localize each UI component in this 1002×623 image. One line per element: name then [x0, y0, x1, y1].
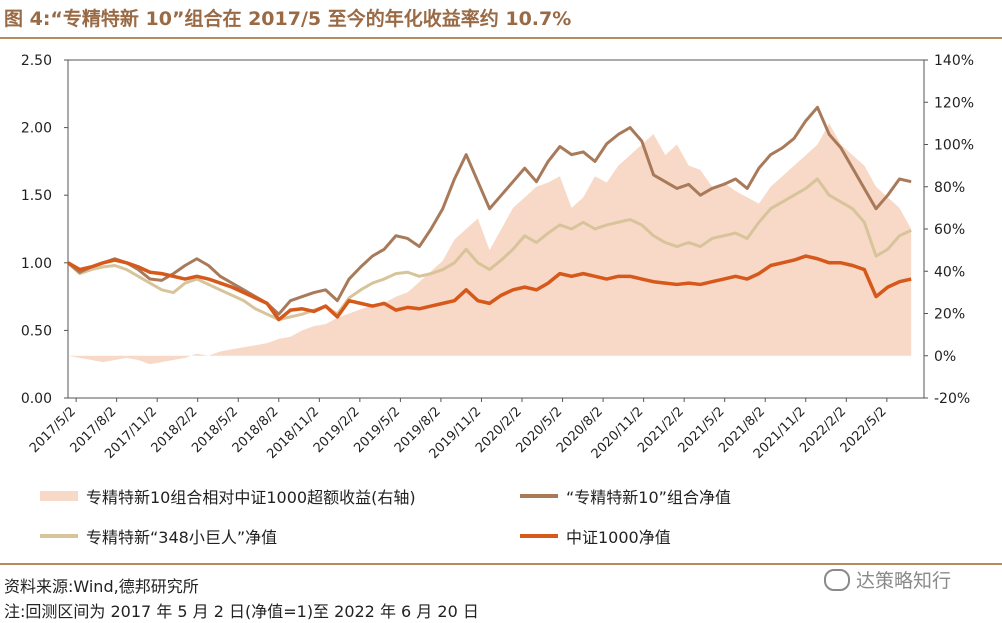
left-tick-label: 2.50	[21, 53, 52, 69]
left-tick-label: 0.00	[21, 391, 52, 407]
right-tick-label: -20%	[934, 391, 970, 407]
legend-swatch-excess	[40, 491, 78, 501]
legend-swatch-top10	[520, 494, 558, 498]
legend-label-348: 专精特新“348小巨人”净值	[86, 528, 278, 547]
right-tick-label: 0%	[934, 349, 956, 365]
legend-item-top10: “专精特新10”组合净值	[520, 484, 731, 508]
right-tick-label: 80%	[934, 180, 965, 196]
series-excess-area	[68, 123, 912, 365]
legend-label-csi1000: 中证1000净值	[566, 528, 671, 547]
series-top10-line	[67, 105, 912, 316]
legend-item-csi1000: 中证1000净值	[520, 524, 671, 548]
left-tick-label: 1.00	[21, 256, 52, 272]
source-note: 资料来源:Wind,德邦研究所	[4, 577, 199, 596]
legend-item-348: 专精特新“348小巨人”净值	[40, 524, 277, 548]
left-tick-label: 2.00	[21, 121, 52, 137]
watermark: 达策略知行	[824, 566, 951, 593]
figure-title: 图 4:“专精特新 10”组合在 2017/5 至今的年化收益率约 10.7%	[4, 8, 572, 30]
lines-layer	[66, 105, 912, 322]
legend-item-excess: 专精特新10组合相对中证1000超额收益(右轴)	[40, 484, 416, 508]
series-348-line	[66, 177, 912, 322]
right-tick-label: 20%	[934, 307, 965, 323]
right-tick-label: 120%	[934, 95, 974, 111]
legend-label-excess: 专精特新10组合相对中证1000超额收益(右轴)	[86, 488, 416, 507]
top-rule	[0, 37, 1002, 39]
right-tick-label: 140%	[934, 53, 974, 69]
watermark-text: 达策略知行	[856, 570, 952, 592]
left-tick-label: 1.50	[21, 188, 52, 204]
legend: 专精特新10组合相对中证1000超额收益(右轴) “专精特新10”组合净值 专精…	[0, 476, 1002, 560]
left-tick-label: 0.50	[21, 323, 52, 339]
right-tick-label: 60%	[934, 222, 965, 238]
legend-label-top10: “专精特新10”组合净值	[566, 488, 731, 507]
right-tick-label: 40%	[934, 264, 965, 280]
series-csi1000-line	[67, 254, 912, 322]
legend-swatch-csi1000	[520, 534, 558, 538]
excess-area-layer	[68, 123, 912, 365]
bottom-rule	[0, 563, 1002, 565]
legend-swatch-348	[40, 534, 78, 538]
chart: 0.00 0.50 1.00 1.50 2.00 2.50 -20% 0% 20% 40% 60% 8…	[21, 53, 974, 462]
backtest-note: 注:回测区间为 2017 年 5 月 2 日(净值=1)至 2022 年 6 月…	[4, 602, 479, 621]
right-tick-label: 100%	[934, 138, 974, 154]
wechat-icon	[824, 568, 850, 591]
